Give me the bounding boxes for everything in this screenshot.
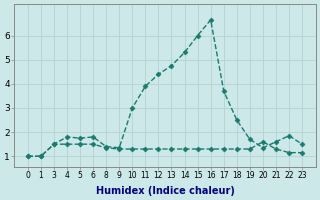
X-axis label: Humidex (Indice chaleur): Humidex (Indice chaleur) bbox=[96, 186, 234, 196]
